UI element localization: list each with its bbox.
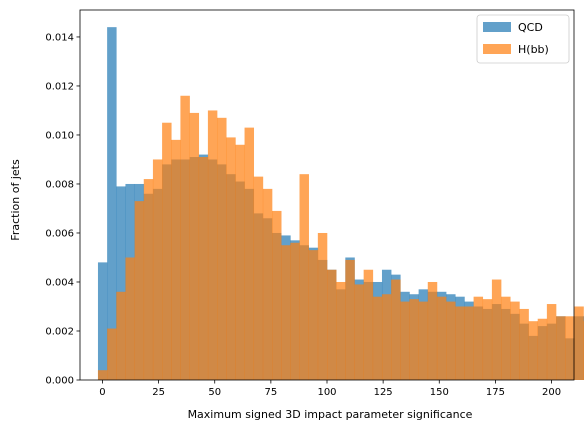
bar-hbb-35 — [418, 301, 429, 380]
bar-hbb-25 — [327, 269, 337, 380]
bar-hbb-52 — [574, 306, 584, 380]
y-tick-label: 0.002 — [45, 326, 74, 337]
bar-hbb-2 — [116, 291, 126, 380]
legend: QCD H(bb) — [476, 14, 570, 64]
bar-hbb-3 — [125, 257, 135, 380]
bar-hbb-40 — [464, 306, 474, 380]
bar-hbb-36 — [427, 281, 438, 380]
bar-hbb-18 — [262, 188, 273, 380]
x-tick-label: 150 — [430, 387, 449, 398]
bar-hbb-32 — [391, 279, 401, 380]
y-tick-label: 0.008 — [45, 179, 74, 190]
bar-hbb-51 — [565, 316, 575, 380]
y-tick-label: 0.010 — [45, 130, 74, 141]
bar-hbb-38 — [446, 301, 456, 380]
x-axis-label: Maximum signed 3D impact parameter signi… — [188, 408, 473, 421]
bar-hbb-1 — [107, 328, 117, 380]
bars-layer — [97, 27, 584, 381]
series-1-bars — [97, 95, 584, 381]
bar-hbb-30 — [372, 296, 383, 380]
bar-hbb-13 — [217, 117, 227, 380]
bar-hbb-45 — [510, 301, 520, 380]
bar-hbb-29 — [363, 269, 374, 380]
y-axis-label: Fraction of jets — [9, 159, 22, 241]
x-tick-label: 75 — [264, 387, 277, 398]
bar-hbb-48 — [537, 318, 548, 380]
bar-hbb-37 — [436, 296, 447, 380]
bar-hbb-4 — [134, 201, 145, 380]
y-tick-label: 0.012 — [45, 81, 74, 92]
bar-hbb-49 — [546, 304, 557, 380]
x-tick-label: 50 — [208, 387, 221, 398]
y-tick-label: 0.000 — [45, 376, 74, 387]
bar-hbb-26 — [336, 281, 346, 380]
bar-hbb-42 — [482, 299, 493, 380]
bar-hbb-47 — [528, 321, 539, 380]
bar-hbb-6 — [152, 159, 163, 380]
y-tick-label: 0.004 — [45, 277, 74, 288]
bar-hbb-9 — [180, 95, 190, 380]
bar-hbb-17 — [253, 176, 264, 380]
y-tick-label: 0.014 — [45, 32, 74, 43]
x-tick-label: 100 — [317, 387, 336, 398]
bar-hbb-7 — [162, 122, 172, 380]
bar-hbb-28 — [354, 284, 364, 380]
bar-hbb-0 — [97, 370, 108, 380]
bar-qcd-0 — [97, 262, 108, 380]
bar-qcd-1 — [107, 27, 117, 381]
bar-hbb-20 — [281, 245, 291, 380]
bar-hbb-22 — [299, 174, 309, 380]
bar-hbb-11 — [198, 157, 209, 380]
bar-hbb-43 — [491, 279, 502, 380]
bar-hbb-21 — [290, 242, 300, 380]
legend-label-qcd: QCD — [518, 21, 543, 34]
bar-hbb-12 — [207, 110, 218, 381]
bar-hbb-39 — [455, 306, 465, 380]
x-tick-label: 0 — [99, 387, 105, 398]
bar-hbb-33 — [400, 301, 410, 380]
bar-hbb-5 — [143, 179, 154, 380]
bar-hbb-23 — [308, 250, 319, 380]
bar-hbb-15 — [235, 144, 245, 380]
bar-hbb-50 — [556, 316, 566, 380]
x-tick-label: 175 — [486, 387, 505, 398]
y-tick-label: 0.006 — [45, 228, 74, 239]
bar-hbb-16 — [244, 127, 255, 380]
axes-layer: 0 25 50 75 100 125 150 175 200 0.000 0.002 0.004 0.0… — [45, 9, 575, 398]
bar-hbb-19 — [272, 210, 282, 380]
bar-hbb-44 — [501, 296, 511, 380]
legend-swatch-qcd — [483, 22, 511, 32]
bar-hbb-27 — [345, 259, 355, 380]
legend-label-hbb: H(bb) — [518, 43, 549, 56]
x-tick-label: 200 — [542, 387, 561, 398]
bar-hbb-8 — [171, 139, 181, 380]
bar-qcd-2 — [116, 186, 126, 380]
bar-hbb-24 — [317, 232, 328, 380]
legend-swatch-hbb — [483, 44, 511, 54]
bar-hbb-46 — [519, 308, 529, 380]
bar-hbb-14 — [226, 137, 236, 380]
bar-hbb-10 — [189, 112, 200, 380]
bar-hbb-31 — [381, 294, 392, 380]
bar-hbb-34 — [409, 299, 419, 380]
bar-hbb-41 — [473, 296, 484, 380]
x-tick-label: 125 — [374, 387, 393, 398]
x-tick-label: 25 — [152, 387, 165, 398]
